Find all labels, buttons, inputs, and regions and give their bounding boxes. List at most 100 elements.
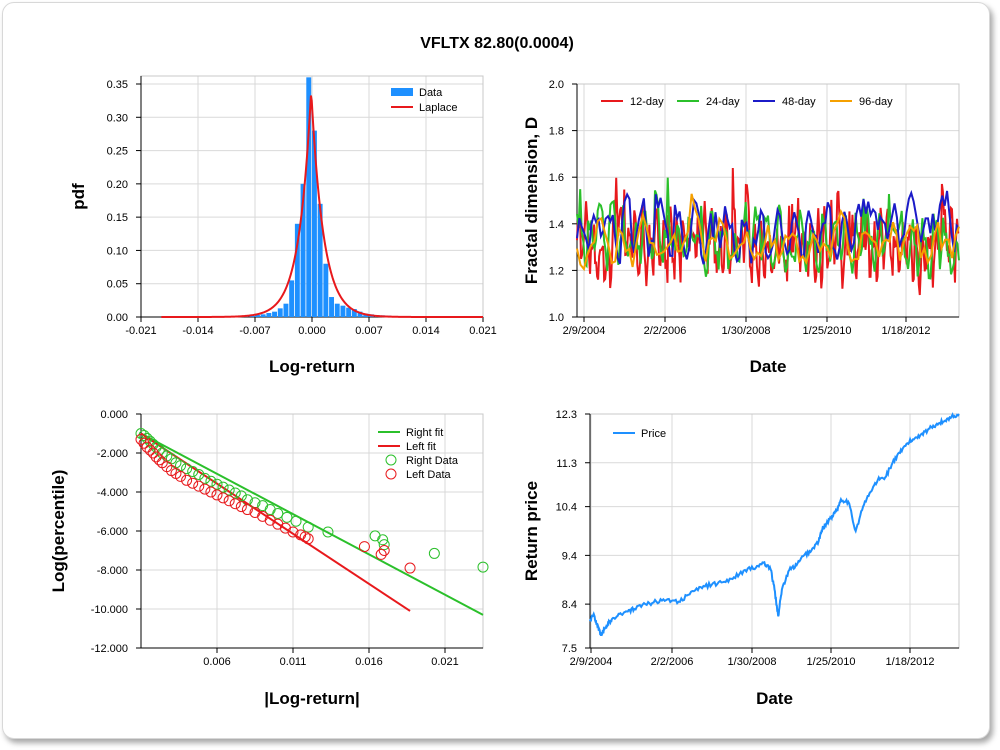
right-data-point (181, 463, 193, 475)
right-data-point (378, 539, 390, 551)
x-tick-label: 2/9/2004 (570, 656, 613, 668)
x-tick-label: 1/25/2010 (803, 325, 852, 337)
x-tick-label: 0.007 (355, 325, 383, 337)
plot-area (576, 83, 960, 318)
x-tick-label: -0.021 (125, 325, 156, 337)
histogram-bar (266, 313, 272, 317)
histogram-bar (323, 263, 329, 317)
x-tick-label: 2/2/2006 (644, 325, 687, 337)
y-tick-label: 2.0 (549, 79, 564, 91)
left-data-point (135, 433, 147, 445)
y-tick-label: 0.05 (107, 279, 128, 291)
histogram-bar (294, 223, 300, 317)
histogram-bar (289, 280, 295, 317)
x-tick-label: 1/18/2012 (886, 656, 935, 668)
y-tick-label: 0.000 (100, 409, 128, 421)
y-tick-label: -4.000 (97, 487, 128, 499)
y-tick-label: 0.20 (107, 179, 128, 191)
left-data-point (235, 501, 247, 513)
y-tick-label: 0.30 (107, 112, 128, 124)
legend-label-laplace: Laplace (419, 102, 458, 114)
legend-label-left-fit: Left fit (406, 441, 436, 453)
right-data-point (223, 484, 235, 496)
y-tick-label: 7.5 (562, 643, 577, 655)
x-tick-label: -0.014 (182, 325, 213, 337)
left-data-point (211, 489, 223, 501)
left-data-point (378, 545, 390, 556)
right-data-point (187, 466, 199, 478)
x-axis-label: Log-return (269, 357, 355, 376)
legend-swatch-data (391, 88, 413, 96)
return-price-panel: 2/9/2004 2/2/2006 1/30/2008 1/25/2010 1/18/2… (522, 409, 960, 708)
y-tick-label: 1.0 (549, 312, 564, 324)
left-data-point (175, 470, 187, 482)
left-fit-line (140, 432, 411, 612)
left-data-point (193, 480, 205, 492)
histogram-bar (334, 303, 340, 317)
x-tick-label: 0.011 (280, 656, 307, 668)
x-tick-label: -0.007 (239, 325, 270, 337)
histogram-bar (317, 203, 323, 317)
histogram-bar (351, 309, 357, 317)
right-data-point (272, 507, 284, 519)
right-data-point (369, 530, 381, 542)
series-line-12-day (576, 167, 960, 296)
left-data-point (138, 437, 150, 449)
legend-swatch-right-data (385, 454, 397, 466)
right-data-point (211, 478, 223, 490)
legend-swatch-left-data (385, 468, 397, 480)
laplace-fit-line (161, 95, 483, 318)
left-data-point (217, 492, 229, 504)
left-data-point (375, 548, 387, 560)
plot-area (589, 413, 960, 649)
legend-label-left-data: Left Data (406, 469, 452, 481)
left-data-point (144, 444, 156, 456)
x-tick-label: 0.021 (431, 656, 459, 668)
right-data-point (229, 487, 241, 499)
legend-label-96-day: 96-day (859, 96, 893, 108)
right-data-point (147, 438, 159, 450)
y-tick-label: 11.3 (556, 458, 577, 470)
series-line-48-day (576, 189, 960, 265)
left-data-point (150, 451, 162, 463)
legend-label-right-fit: Right fit (406, 427, 443, 439)
price-line (589, 412, 960, 637)
x-tick-label: 1/30/2008 (722, 325, 771, 337)
series-line-96-day (576, 193, 960, 272)
y-tick-label: -6.000 (97, 526, 128, 538)
left-data-point (404, 562, 416, 574)
pdf-histogram-panel: -0.021 -0.014 -0.007 0.000 0.007 0.014 0.021 0.… (69, 75, 497, 376)
fractal-dimension-panel: 2/9/2004 2/2/2006 1/30/2008 1/25/2010 1/18/2… (522, 79, 960, 376)
legend-label-24-day: 24-day (706, 96, 740, 108)
y-tick-label: 1.8 (549, 126, 564, 138)
right-data-point (217, 481, 229, 493)
legend-label-price: Price (641, 428, 666, 440)
x-axis-label: Date (750, 357, 787, 376)
y-tick-label: 8.4 (562, 599, 577, 611)
right-data-point (199, 472, 211, 484)
y-tick-label: -12.000 (91, 643, 128, 655)
histogram-bar (357, 311, 363, 317)
right-data-point (138, 429, 150, 441)
left-data-point (358, 541, 370, 553)
x-tick-label: 0.021 (469, 325, 497, 337)
left-data-point (199, 483, 211, 495)
y-tick-label: 1.6 (549, 172, 564, 184)
x-tick-label: 0.014 (412, 325, 440, 337)
histogram-bar (254, 315, 260, 317)
legend-label-48-day: 48-day (782, 96, 816, 108)
y-axis-label: Log(percentile) (49, 470, 68, 593)
x-tick-label: 2/2/2006 (651, 656, 694, 668)
x-tick-label: 0.000 (298, 325, 326, 337)
histogram-bar (306, 77, 312, 317)
left-data-point (299, 531, 311, 543)
x-tick-label: 1/18/2012 (882, 325, 931, 337)
x-tick-label: 0.016 (355, 656, 383, 668)
y-tick-label: 0.25 (107, 146, 128, 158)
right-data-point (302, 521, 314, 533)
histogram-bar (311, 130, 317, 317)
x-tick-label: 2/9/2004 (563, 325, 606, 337)
histogram-bar (260, 314, 266, 317)
histogram-bar (340, 305, 346, 317)
right-data-point (205, 475, 217, 487)
